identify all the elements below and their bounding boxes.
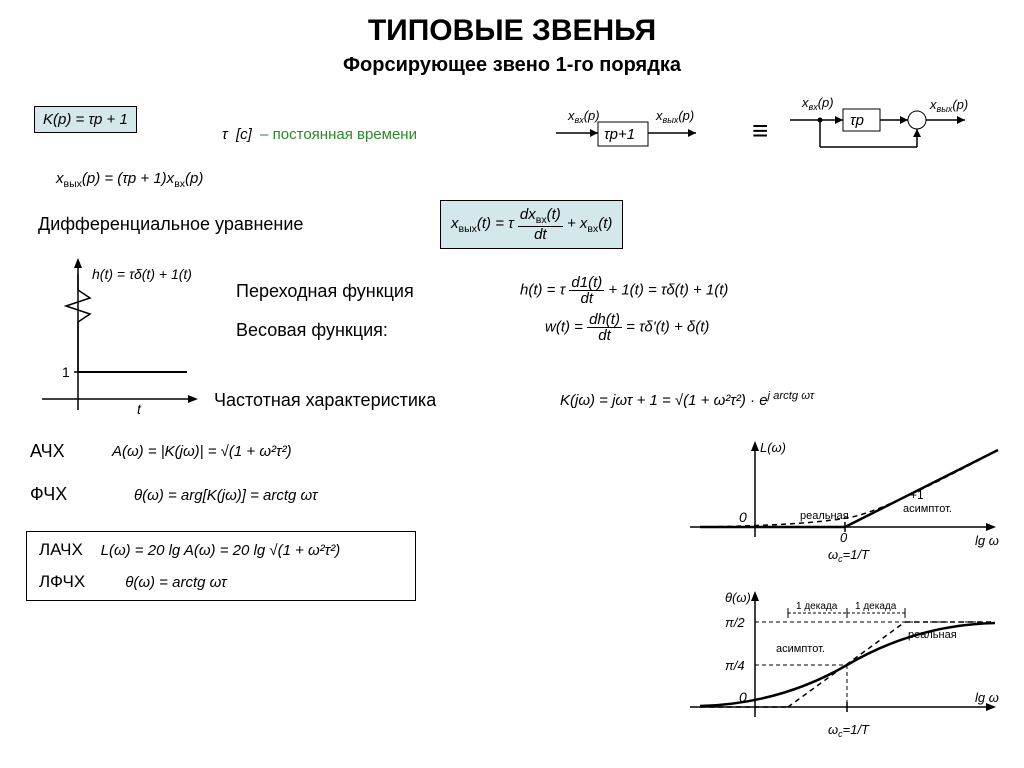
lachx-label: ЛАЧХ [39,540,83,559]
freq-formula: K(jω) = jωτ + 1 = √(1 + ω²τ²) · ej arctg… [560,390,814,409]
diff-eq-box: xвых(t) = τ dxвх(t) dt + xвх(t) [440,200,623,249]
svg-text:π/2: π/2 [725,615,745,630]
svg-text:τp+1: τp+1 [604,126,635,143]
svg-text:0: 0 [739,509,747,525]
svg-text:xвх(p): xвх(p) [801,95,834,112]
tau-description: – постоянная времени [260,126,417,143]
step-response-graph: h(t) = τδ(t) + 1(t) 1 t [32,254,212,427]
svg-text:+1: +1 [910,488,924,502]
transition-formula: h(t) = τ d1(t) dt + 1(t) = τδ(t) + 1(t) [520,275,728,306]
tau-symbol: τ [222,126,228,143]
svg-text:0: 0 [840,530,848,545]
fchx-label: ФЧХ [30,484,67,505]
block-diagram-2: xвх(p) τp xвых(p) [790,95,1010,170]
svg-text:θ(ω): θ(ω) [725,590,751,605]
svg-text:0: 0 [739,689,747,705]
svg-text:xвых(p): xвых(p) [929,97,968,114]
svg-text:h(t) = τδ(t) + 1(t): h(t) = τδ(t) + 1(t) [92,266,192,282]
svg-text:ωc=1/T: ωc=1/T [828,547,870,564]
svg-text:lg ω: lg ω [975,690,999,705]
fchx-formula: θ(ω) = arg[K(jω)] = arctg ωτ [134,487,318,504]
svg-text:1 декада: 1 декада [796,601,838,612]
tau-note: τ [c] – постоянная времени [222,126,417,143]
svg-text:τp: τp [850,112,864,129]
freq-response-label: Частотная характеристика [214,390,436,411]
svg-text:π/4: π/4 [725,658,745,673]
achx-formula: A(ω) = |K(jω)| = √(1 + ω²τ²) [112,443,292,460]
svg-text:реальная: реальная [800,510,849,522]
lfchx-formula: θ(ω) = arctg ωτ [125,574,226,591]
weight-formula: w(t) = dh(t) dt = τδ'(t) + δ(t) [545,312,709,343]
transfer-function-box: K(p) = τp + 1 [34,106,137,133]
svg-text:асимптот.: асимптот. [903,503,952,515]
log-characteristics-box: ЛАЧХ L(ω) = 20 lg A(ω) = 20 lg √(1 + ω²τ… [26,531,416,601]
page-subtitle: Форсирующее звено 1-го порядка [0,54,1024,77]
svg-text:1 декада: 1 декада [855,601,897,612]
svg-text:реальная: реальная [908,629,957,641]
svg-text:xвых(p): xвых(p) [655,108,694,125]
svg-text:lg ω: lg ω [975,533,999,548]
svg-text:асимптот.: асимптот. [776,643,825,655]
svg-text:1: 1 [62,364,70,380]
bode-magnitude-plot: L(ω) 0 0 ωc=1/T lg ω реальная асимптот. … [640,432,1010,577]
output-formula: xвых(p) = (τp + 1)xвх(p) [56,170,203,190]
svg-text:ωc=1/T: ωc=1/T [828,722,870,739]
lfchx-label: ЛФЧХ [39,572,85,591]
tau-units: [c] [236,126,252,143]
achx-label: АЧХ [30,441,65,462]
weight-function-label: Весовая функция: [236,320,388,341]
svg-text:t: t [137,401,142,417]
page-title: ТИПОВЫЕ ЗВЕНЬЯ [0,14,1024,48]
svg-text:xвх(p): xвх(p) [567,108,600,125]
bode-phase-plot: θ(ω) π/2 π/4 1 декада 1 декада 0 ωc=1/T … [640,582,1010,752]
block-diagram-1: xвх(p) τp+1 xвых(p) [556,105,736,160]
diff-eq-label: Дифференциальное уравнение [38,214,303,235]
transition-function-label: Переходная функция [236,281,414,302]
lachx-formula: L(ω) = 20 lg A(ω) = 20 lg √(1 + ω²τ²) [101,542,341,559]
svg-text:L(ω): L(ω) [760,440,786,455]
equiv-symbol: ≡ [752,115,766,147]
